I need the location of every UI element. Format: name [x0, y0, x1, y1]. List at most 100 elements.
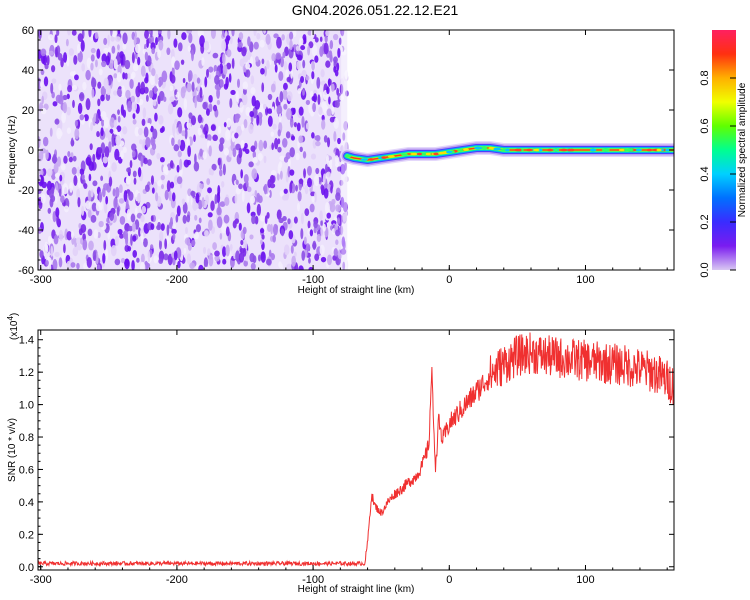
noise-blob	[242, 88, 247, 95]
noise-blob	[276, 105, 283, 116]
noise-blob	[137, 127, 143, 136]
noise-blob	[249, 234, 254, 240]
noise-blob	[135, 37, 141, 45]
noise-blob	[74, 119, 79, 127]
noise-blob	[206, 134, 212, 142]
noise-blob	[198, 217, 202, 224]
noise-blob	[110, 245, 117, 257]
noise-blob	[271, 142, 275, 151]
noise-blob	[208, 95, 213, 103]
noise-blob	[222, 64, 228, 75]
x-tick-label: -300	[30, 274, 52, 286]
noise-blob	[236, 78, 240, 88]
noise-blob	[234, 132, 239, 139]
noise-blob	[46, 55, 50, 66]
y-tick-label: 0.8	[19, 432, 34, 444]
noise-blob	[126, 167, 131, 173]
noise-blob	[210, 200, 215, 212]
noise-blob	[312, 240, 317, 251]
noise-blob	[242, 226, 247, 235]
noise-blob	[246, 186, 252, 193]
noise-blob	[167, 253, 173, 266]
noise-blob	[329, 50, 333, 61]
noise-blob	[80, 237, 84, 245]
noise-blob	[137, 56, 141, 66]
noise-blob	[172, 123, 176, 135]
noise-blob	[320, 256, 327, 263]
noise-blob	[232, 147, 237, 158]
noise-blob	[158, 239, 162, 250]
noise-blob	[171, 137, 175, 146]
noise-blob	[169, 160, 174, 169]
x-tick-label: -100	[302, 274, 324, 286]
y-tick-label: 60	[22, 25, 34, 37]
noise-blob	[104, 201, 108, 214]
noise-blob	[150, 215, 154, 222]
noise-blob	[302, 151, 307, 159]
noise-blob	[300, 76, 305, 83]
noise-blob	[177, 139, 181, 147]
noise-blob	[338, 37, 342, 45]
noise-blob	[157, 30, 162, 34]
noise-blob	[98, 220, 104, 228]
noise-blob	[103, 77, 109, 90]
noise-blob	[187, 242, 192, 251]
noise-blob	[308, 101, 311, 114]
x-tick-label: -200	[166, 274, 188, 286]
noise-blob	[300, 212, 304, 225]
noise-blob	[267, 115, 273, 127]
noise-blob	[285, 152, 291, 160]
noise-blob	[325, 30, 330, 37]
noise-blob	[130, 234, 133, 246]
noise-blob	[151, 142, 157, 151]
noise-blob	[80, 223, 87, 233]
noise-blob	[275, 52, 282, 60]
noise-blob	[103, 47, 109, 54]
noise-blob	[116, 125, 122, 132]
noise-blob	[194, 214, 198, 221]
y-tick-label: 1.0	[19, 400, 34, 412]
noise-blob	[308, 266, 314, 270]
noise-blob	[249, 252, 255, 263]
noise-blob	[267, 93, 273, 101]
noise-blob	[219, 137, 225, 145]
noise-blob	[240, 139, 245, 149]
noise-blob	[38, 188, 42, 194]
noise-blob	[98, 191, 103, 203]
noise-blob	[54, 251, 60, 257]
noise-blob	[177, 150, 182, 158]
noise-blob	[320, 69, 325, 78]
noise-blob	[48, 50, 54, 56]
noise-blob	[208, 66, 214, 73]
noise-blob	[105, 248, 109, 261]
noise-blob	[291, 135, 296, 141]
noise-blob	[122, 230, 129, 240]
noise-blob	[53, 234, 59, 245]
noise-blob	[68, 48, 75, 56]
noise-blob	[157, 179, 163, 187]
noise-blob	[254, 99, 261, 110]
noise-blob	[40, 69, 45, 76]
noise-blob	[178, 123, 183, 134]
noise-blob	[210, 169, 214, 176]
ridge-blotch	[589, 148, 597, 152]
noise-blob	[140, 215, 145, 223]
noise-blob	[172, 232, 176, 241]
ridge-blotch	[433, 152, 440, 156]
noise-blob	[304, 249, 308, 258]
y-tick-label: 0.0	[19, 562, 34, 574]
noise-blob	[287, 218, 291, 225]
noise-blob	[250, 145, 256, 153]
noise-blob	[299, 146, 303, 153]
noise-blob	[90, 122, 93, 132]
noise-blob	[156, 224, 162, 231]
noise-blob	[45, 260, 49, 266]
noise-blob	[219, 79, 224, 88]
noise-blob	[134, 191, 138, 198]
noise-blob	[88, 240, 94, 251]
noise-blob	[38, 136, 41, 148]
ridge-blotch	[488, 146, 494, 150]
noise-blob	[112, 188, 116, 197]
noise-blob	[154, 73, 159, 85]
noise-blob	[95, 59, 98, 68]
